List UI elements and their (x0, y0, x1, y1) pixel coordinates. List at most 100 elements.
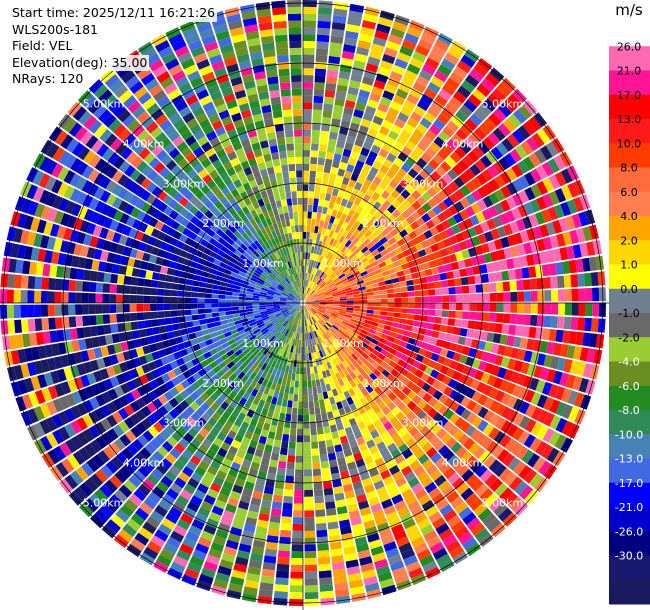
ppi-gate (249, 418, 258, 427)
ppi-gate (303, 122, 312, 130)
ppi-gate (238, 300, 246, 303)
ppi-gate (561, 420, 574, 436)
ppi-gate (440, 58, 456, 71)
ppi-gate (338, 204, 346, 213)
ppi-gate (335, 357, 342, 365)
ppi-gate (215, 345, 224, 353)
ppi-gate (351, 523, 364, 533)
ppi-gate (52, 398, 64, 413)
ppi-gate (380, 333, 389, 340)
ppi-gate (349, 321, 357, 327)
ppi-gate (365, 105, 377, 116)
ppi-gate (391, 406, 401, 416)
ppi-gate (319, 192, 326, 200)
ppi-gate (303, 326, 305, 334)
ppi-gate (461, 346, 471, 356)
ppi-gate (333, 153, 342, 162)
ppi-gate (303, 306, 305, 313)
ppi-gate (174, 442, 186, 454)
ppi-gate (267, 239, 274, 248)
ppi-gate (375, 186, 385, 196)
ppi-gate (282, 350, 288, 358)
ppi-gate (551, 138, 565, 154)
ppi-gate (111, 333, 120, 344)
ppi-gate (252, 295, 260, 299)
ppi-gate (483, 117, 497, 131)
ppi-gate (397, 112, 409, 123)
ppi-gate (470, 478, 484, 492)
ppi-gate (329, 238, 335, 246)
ppi-gate (109, 494, 124, 508)
ppi-gate (281, 516, 292, 524)
ppi-gate (315, 379, 321, 387)
ppi-gate (343, 247, 351, 255)
ppi-gate (380, 265, 389, 273)
ppi-gate (404, 32, 419, 45)
ppi-gate (260, 327, 268, 333)
ppi-gate (377, 522, 390, 533)
ppi-gate (303, 245, 306, 253)
ppi-gate (591, 318, 599, 333)
ppi-gate (93, 248, 103, 260)
ppi-gate (328, 528, 340, 537)
ppi-gate (325, 214, 331, 223)
ppi-gate (278, 391, 284, 400)
ppi-gate (247, 268, 255, 275)
ppi-gate (598, 303, 606, 317)
ppi-gate (344, 490, 355, 500)
ppi-gate (97, 381, 108, 393)
ppi-gate (141, 202, 152, 213)
ppi-gate (154, 433, 166, 445)
ppi-gate (133, 488, 147, 502)
ppi-gate (338, 227, 345, 236)
ppi-gate (313, 246, 318, 254)
ppi-gate (355, 323, 364, 329)
ppi-gate (35, 332, 45, 346)
ppi-gate (73, 351, 83, 364)
ppi-gate (486, 518, 502, 532)
ppi-gate (586, 348, 596, 363)
ppi-gate (386, 316, 394, 322)
ppi-gate (221, 277, 229, 283)
ppi-gate (489, 478, 503, 492)
ppi-gate (0, 273, 9, 288)
ppi-gate (472, 145, 485, 159)
ppi-gate (34, 304, 42, 318)
ppi-gate (321, 123, 331, 132)
ppi-gate (191, 174, 202, 185)
ppi-gate (244, 481, 255, 491)
ppi-gate (163, 303, 171, 311)
ppi-gate (371, 317, 380, 323)
ppi-gate (301, 333, 303, 341)
ppi-gate (124, 430, 137, 443)
ppi-gate (115, 294, 123, 303)
ppi-gate (109, 304, 117, 314)
ppi-gate (236, 449, 246, 459)
ppi-gate (416, 185, 427, 196)
ppi-gate (294, 318, 298, 326)
ppi-gate (265, 479, 275, 488)
ppi-gate (409, 151, 420, 163)
ppi-gate (317, 311, 324, 316)
ppi-gate (176, 357, 185, 367)
ppi-gate (176, 224, 186, 234)
ppi-gate (303, 225, 307, 232)
ppi-gate (149, 438, 162, 450)
ppi-gate (507, 93, 522, 108)
ppi-gate (275, 267, 281, 275)
ppi-gate (207, 369, 216, 378)
ppi-gate (383, 475, 395, 486)
ppi-gate (395, 184, 405, 194)
ppi-gate (214, 325, 223, 332)
ppi-gate (215, 357, 224, 365)
ppi-gate (278, 543, 291, 552)
ppi-gate (228, 275, 237, 281)
ppi-gate (435, 223, 445, 233)
ppi-gate (193, 52, 208, 64)
ppi-gate (395, 476, 407, 488)
ppi-gate (279, 349, 285, 357)
ppi-gate (306, 287, 309, 294)
ppi-gate (470, 177, 482, 189)
ppi-gate (338, 291, 346, 296)
ppi-gate (494, 390, 506, 403)
